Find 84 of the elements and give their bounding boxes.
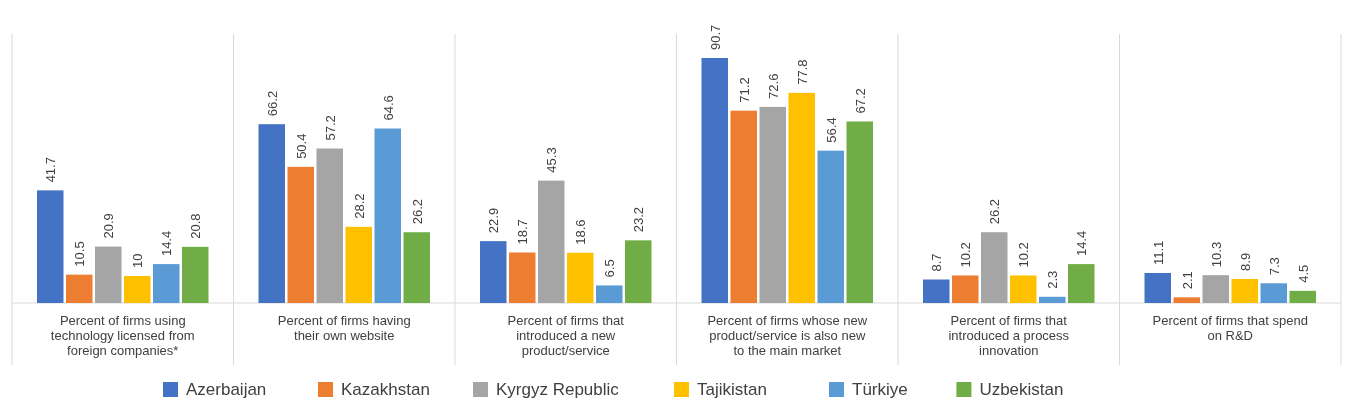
bar <box>1010 275 1037 303</box>
legend-label: Türkiye <box>852 380 908 399</box>
data-label: 6.5 <box>602 259 618 278</box>
bar <box>817 150 844 303</box>
bar <box>1039 296 1066 303</box>
data-label: 18.7 <box>515 219 531 245</box>
bar <box>182 246 209 303</box>
bar <box>258 124 285 303</box>
data-label: 26.2 <box>409 198 425 225</box>
bar <box>403 232 430 303</box>
data-label: 4.5 <box>1295 264 1311 283</box>
bar <box>509 252 536 303</box>
data-label: 10.3 <box>1208 241 1224 268</box>
data-label: 77.8 <box>794 59 810 85</box>
bar <box>952 275 979 303</box>
x-tick-label: Percent of firms using technology licensed from foreign companies* <box>50 313 195 358</box>
bar <box>759 106 786 303</box>
data-label: 18.6 <box>573 219 589 245</box>
bar <box>981 232 1008 303</box>
bar <box>625 240 652 303</box>
data-label: 45.3 <box>544 147 560 173</box>
data-label: 66.2 <box>264 90 280 117</box>
bar <box>374 128 401 303</box>
x-tick-label: Percent of firms having their own website <box>277 313 411 343</box>
bar <box>316 148 343 303</box>
legend-label: Tajikistan <box>697 380 767 399</box>
data-label: 72.6 <box>765 73 781 99</box>
bar <box>596 285 623 303</box>
legend-label: Azerbaijan <box>186 380 267 399</box>
data-label: 22.9 <box>486 207 502 234</box>
data-label: 23.2 <box>631 207 647 233</box>
bar <box>1260 283 1287 303</box>
bar <box>730 110 757 303</box>
data-label: 8.7 <box>929 253 945 272</box>
bar <box>846 121 873 303</box>
bar <box>1231 278 1258 303</box>
data-label: 10.5 <box>72 241 88 267</box>
bar <box>37 190 64 303</box>
bar <box>153 264 180 303</box>
bar <box>95 246 122 303</box>
data-label: 10.2 <box>958 242 974 268</box>
data-label: 41.7 <box>43 157 59 183</box>
legend-label: Kazakhstan <box>341 380 430 399</box>
data-label: 8.9 <box>1237 252 1253 271</box>
bar <box>1289 290 1316 303</box>
bar <box>788 92 815 303</box>
x-tick-label: Percent of firms that introduced a new product/service <box>507 313 625 358</box>
data-label: 26.2 <box>987 198 1003 225</box>
data-label: 71.2 <box>736 77 752 103</box>
bar <box>124 275 151 303</box>
bar <box>66 274 93 303</box>
data-label: 67.2 <box>852 88 868 114</box>
data-label: 28.2 <box>351 193 367 219</box>
data-label: 20.8 <box>188 213 204 239</box>
data-label: 56.4 <box>823 117 839 143</box>
x-tick-label: Percent of firms whose new product/service is also new to the main market <box>707 313 868 358</box>
bar <box>1173 297 1200 303</box>
bar <box>701 58 728 303</box>
x-tick-label: Percent of firms that spend on R&D <box>1152 313 1308 343</box>
data-label: 20.9 <box>101 213 117 239</box>
bar <box>480 241 507 303</box>
legend-label: Kyrgyz Republic <box>496 380 620 399</box>
data-label: 90.7 <box>707 24 723 50</box>
bar <box>287 166 314 303</box>
data-label: 2.3 <box>1045 270 1061 289</box>
data-label: 14.4 <box>159 230 175 257</box>
x-tick-label: Percent of firms that introduced a process innovation <box>948 313 1070 358</box>
legend-label: Uzbekistan <box>979 380 1064 399</box>
bar <box>1144 273 1171 303</box>
bar <box>1202 275 1229 303</box>
data-label: 11.1 <box>1150 240 1166 266</box>
data-label: 7.3 <box>1266 257 1282 276</box>
data-label: 10.2 <box>1016 242 1032 268</box>
data-label: 14.4 <box>1074 230 1090 257</box>
data-label: 57.2 <box>322 115 338 141</box>
bar <box>1068 264 1095 303</box>
data-label: 50.4 <box>293 133 309 159</box>
data-label: 2.1 <box>1179 271 1195 290</box>
bar <box>923 279 950 303</box>
bar <box>538 180 565 303</box>
data-label: 10 <box>130 253 146 268</box>
bar <box>567 252 594 303</box>
bar <box>345 226 372 303</box>
data-label: 64.6 <box>380 95 396 121</box>
